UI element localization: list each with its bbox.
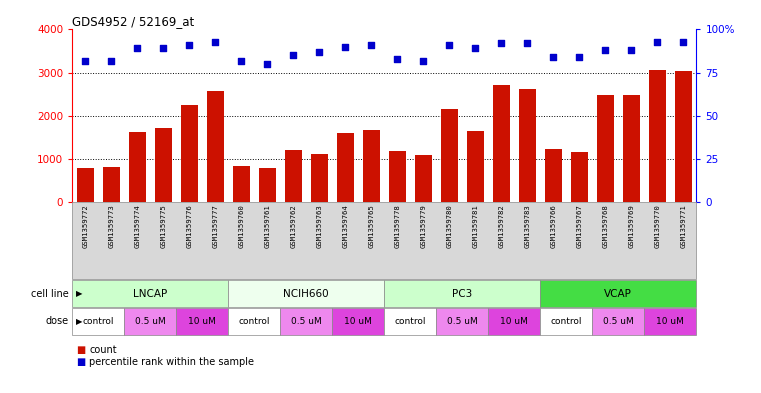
Bar (493, 85, 510, 202)
Text: GSM1359778: GSM1359778 (394, 204, 400, 248)
Bar (233, 165, 250, 202)
Bar (597, 95, 614, 202)
Text: 0.5 uM: 0.5 uM (603, 317, 634, 326)
Text: VCAP: VCAP (604, 288, 632, 299)
Text: GSM1359783: GSM1359783 (524, 204, 530, 248)
Text: control: control (394, 317, 426, 326)
Text: ▶: ▶ (76, 317, 83, 326)
Bar (285, 150, 302, 202)
Point (599, 47, 611, 53)
Text: GSM1359771: GSM1359771 (680, 204, 686, 248)
Text: GSM1359765: GSM1359765 (368, 204, 374, 248)
Text: GSM1359762: GSM1359762 (290, 204, 296, 248)
Bar (154, 128, 172, 202)
Bar (622, 95, 640, 202)
Point (470, 45, 482, 51)
Point (521, 40, 533, 46)
Bar (519, 89, 536, 202)
Text: GSM1359770: GSM1359770 (654, 204, 661, 248)
Point (131, 45, 143, 51)
Text: control: control (82, 317, 114, 326)
Point (314, 49, 326, 55)
Point (365, 42, 377, 48)
Bar (363, 130, 380, 202)
Point (495, 40, 508, 46)
Text: GSM1359777: GSM1359777 (212, 204, 218, 248)
Text: GSM1359768: GSM1359768 (602, 204, 608, 248)
Point (677, 39, 689, 45)
Point (105, 57, 117, 64)
Bar (259, 168, 275, 202)
Text: dose: dose (46, 316, 68, 327)
Bar (77, 168, 94, 202)
Text: 10 uM: 10 uM (345, 317, 372, 326)
Point (443, 42, 455, 48)
Point (209, 39, 221, 45)
Point (391, 56, 403, 62)
Text: GSM1359773: GSM1359773 (108, 204, 114, 248)
Bar (675, 71, 692, 202)
Point (626, 47, 638, 53)
Text: GSM1359781: GSM1359781 (473, 204, 479, 248)
Text: 0.5 uM: 0.5 uM (135, 317, 166, 326)
Text: 10 uM: 10 uM (657, 317, 684, 326)
Text: control: control (238, 317, 270, 326)
Point (417, 57, 429, 64)
Point (547, 54, 559, 60)
Text: LNCAP: LNCAP (133, 288, 167, 299)
Bar (649, 70, 666, 202)
Text: GSM1359761: GSM1359761 (264, 204, 270, 248)
Bar (571, 152, 587, 202)
Text: GSM1359760: GSM1359760 (238, 204, 244, 248)
Text: 0.5 uM: 0.5 uM (447, 317, 478, 326)
Text: ■: ■ (76, 345, 85, 355)
Text: GSM1359774: GSM1359774 (134, 204, 140, 248)
Bar (466, 132, 484, 202)
Text: 10 uM: 10 uM (501, 317, 528, 326)
Text: GDS4952 / 52169_at: GDS4952 / 52169_at (72, 15, 195, 28)
Text: GSM1359763: GSM1359763 (317, 204, 323, 248)
Point (261, 61, 273, 67)
Text: GSM1359775: GSM1359775 (161, 204, 167, 248)
Text: GSM1359769: GSM1359769 (629, 204, 635, 248)
Point (183, 42, 196, 48)
Text: GSM1359764: GSM1359764 (342, 204, 349, 248)
Point (651, 39, 664, 45)
Text: GSM1359780: GSM1359780 (446, 204, 452, 248)
Point (573, 54, 585, 60)
Point (235, 57, 247, 64)
Point (339, 44, 352, 50)
Text: PC3: PC3 (452, 288, 473, 299)
Text: ▶: ▶ (76, 289, 83, 298)
Text: GSM1359766: GSM1359766 (550, 204, 556, 248)
Text: cell line: cell line (30, 288, 68, 299)
Bar (415, 155, 431, 202)
Text: NCIH660: NCIH660 (284, 288, 329, 299)
Text: GSM1359779: GSM1359779 (420, 204, 426, 248)
Point (158, 45, 170, 51)
Bar (389, 151, 406, 202)
Bar (337, 133, 354, 202)
Text: GSM1359782: GSM1359782 (498, 204, 505, 248)
Bar (129, 132, 146, 202)
Text: control: control (550, 317, 582, 326)
Text: 10 uM: 10 uM (189, 317, 216, 326)
Bar (310, 154, 328, 202)
Bar (181, 105, 198, 202)
Text: count: count (89, 345, 116, 355)
Text: percentile rank within the sample: percentile rank within the sample (89, 357, 254, 367)
Text: ■: ■ (76, 357, 85, 367)
Text: GSM1359772: GSM1359772 (82, 204, 88, 248)
Bar (441, 109, 458, 202)
Text: 0.5 uM: 0.5 uM (291, 317, 322, 326)
Text: GSM1359767: GSM1359767 (576, 204, 582, 248)
Text: GSM1359776: GSM1359776 (186, 204, 193, 248)
Point (287, 52, 299, 59)
Bar (103, 167, 119, 202)
Bar (207, 91, 224, 202)
Point (79, 57, 91, 64)
Bar (545, 149, 562, 202)
